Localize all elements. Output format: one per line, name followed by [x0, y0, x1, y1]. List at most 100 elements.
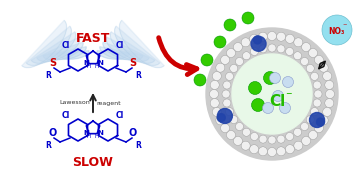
Polygon shape — [106, 37, 149, 62]
Circle shape — [242, 12, 254, 24]
Circle shape — [233, 136, 242, 145]
Circle shape — [235, 122, 244, 131]
Circle shape — [209, 90, 218, 98]
Circle shape — [302, 136, 311, 145]
Circle shape — [315, 124, 323, 133]
Circle shape — [258, 147, 267, 156]
Circle shape — [242, 52, 250, 60]
Circle shape — [319, 116, 328, 125]
Circle shape — [283, 77, 294, 88]
Circle shape — [277, 32, 285, 41]
Polygon shape — [37, 37, 80, 62]
Polygon shape — [26, 26, 71, 65]
Circle shape — [250, 34, 258, 43]
Circle shape — [206, 28, 338, 160]
Circle shape — [301, 57, 308, 65]
Circle shape — [223, 81, 231, 89]
Circle shape — [273, 91, 284, 101]
Text: SLOW: SLOW — [72, 156, 114, 169]
Text: NO₃: NO₃ — [328, 26, 344, 36]
Circle shape — [301, 122, 308, 131]
Circle shape — [319, 63, 328, 72]
Text: H: H — [87, 135, 91, 139]
Text: R: R — [135, 71, 141, 81]
Circle shape — [225, 72, 234, 80]
Circle shape — [262, 102, 273, 114]
Circle shape — [306, 64, 314, 72]
Text: O: O — [49, 128, 57, 138]
Text: H: H — [95, 64, 99, 70]
Circle shape — [308, 49, 317, 57]
Circle shape — [306, 115, 314, 124]
Circle shape — [220, 55, 230, 64]
Circle shape — [286, 132, 294, 140]
Circle shape — [294, 52, 301, 60]
Text: Cl: Cl — [62, 112, 70, 121]
Circle shape — [259, 45, 267, 53]
Polygon shape — [115, 26, 160, 65]
Circle shape — [210, 81, 219, 89]
Circle shape — [233, 43, 242, 52]
Text: R: R — [135, 142, 141, 150]
Circle shape — [269, 73, 280, 84]
Circle shape — [313, 99, 321, 107]
Text: Cl: Cl — [116, 42, 124, 50]
Circle shape — [325, 99, 334, 108]
Circle shape — [216, 63, 225, 72]
Circle shape — [294, 141, 303, 150]
Circle shape — [251, 36, 266, 51]
Circle shape — [268, 136, 276, 144]
Polygon shape — [22, 20, 66, 68]
Circle shape — [315, 55, 323, 64]
Circle shape — [217, 108, 233, 123]
Circle shape — [294, 38, 303, 47]
Polygon shape — [50, 47, 86, 59]
Circle shape — [217, 114, 225, 122]
Polygon shape — [103, 42, 143, 60]
Circle shape — [263, 71, 277, 84]
Circle shape — [268, 32, 277, 40]
Circle shape — [212, 107, 221, 116]
Circle shape — [317, 118, 324, 126]
Circle shape — [220, 124, 230, 133]
Circle shape — [313, 81, 321, 89]
Circle shape — [226, 49, 235, 57]
Circle shape — [322, 15, 352, 45]
Text: Cl: Cl — [116, 112, 124, 121]
Circle shape — [277, 147, 285, 156]
Circle shape — [286, 47, 294, 56]
Text: N: N — [83, 60, 89, 66]
Text: N: N — [83, 130, 89, 136]
Text: H: H — [95, 135, 99, 139]
Text: ⁻: ⁻ — [343, 22, 347, 30]
Circle shape — [201, 54, 213, 66]
Circle shape — [323, 72, 332, 81]
Circle shape — [224, 19, 236, 31]
Circle shape — [214, 36, 226, 48]
Circle shape — [241, 38, 250, 47]
Circle shape — [326, 90, 334, 98]
Text: O: O — [129, 128, 137, 138]
Text: FAST: FAST — [76, 32, 110, 44]
Circle shape — [314, 90, 322, 98]
Text: Lawesson: Lawesson — [59, 101, 90, 105]
Text: reagent: reagent — [96, 101, 121, 105]
Circle shape — [226, 131, 235, 139]
Circle shape — [194, 74, 206, 86]
Text: R: R — [45, 71, 51, 81]
Circle shape — [232, 54, 312, 134]
Circle shape — [251, 98, 264, 112]
Circle shape — [285, 34, 294, 43]
Circle shape — [311, 108, 318, 116]
Polygon shape — [43, 42, 83, 60]
Text: S: S — [49, 58, 56, 68]
Polygon shape — [31, 32, 76, 63]
Text: H: H — [87, 64, 91, 70]
Text: N: N — [97, 60, 103, 66]
Circle shape — [216, 116, 225, 125]
Text: ⁻: ⁻ — [285, 91, 291, 104]
Circle shape — [242, 128, 250, 136]
Circle shape — [311, 72, 318, 80]
Circle shape — [308, 131, 317, 139]
Circle shape — [279, 102, 290, 114]
